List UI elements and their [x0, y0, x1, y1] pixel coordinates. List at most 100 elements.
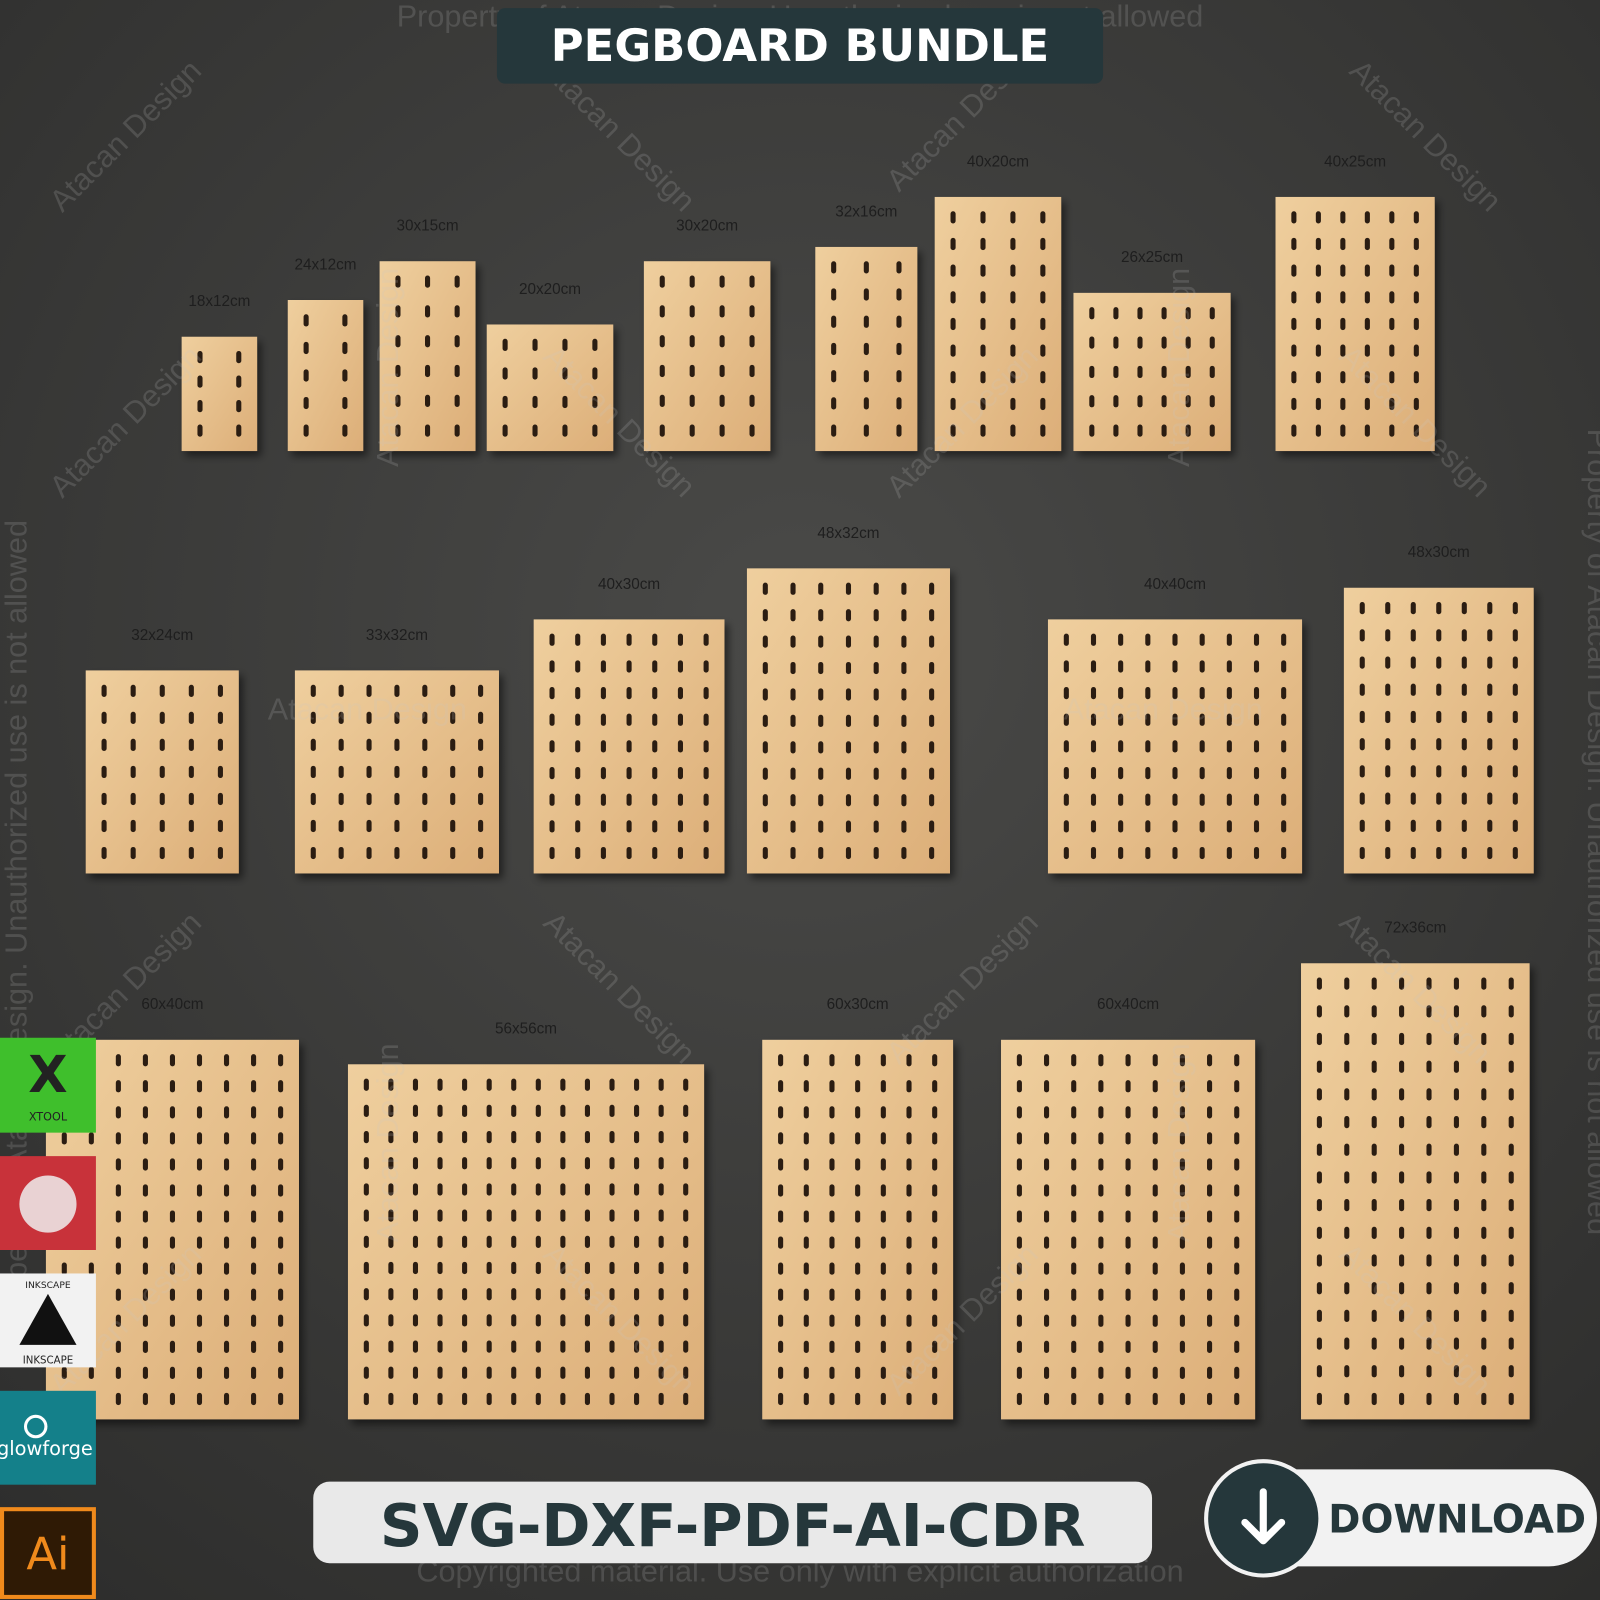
peg-slot: [1316, 1254, 1322, 1267]
peg-slot: [562, 367, 568, 380]
peg-slot: [338, 711, 344, 724]
peg-slot: [1364, 371, 1370, 384]
board: [379, 261, 476, 452]
board: [486, 324, 614, 452]
peg-slot: [1410, 792, 1416, 805]
peg-slot: [61, 1132, 67, 1145]
peg-slot: [626, 740, 632, 753]
peg-slot: [1044, 1366, 1050, 1380]
peg-slot: [61, 1366, 67, 1380]
board: [1001, 1039, 1256, 1420]
peg-slot: [1487, 683, 1493, 696]
peg-slot: [1399, 1088, 1405, 1101]
peg-slot: [1234, 1340, 1240, 1353]
peg-slot: [1010, 344, 1016, 357]
peg-slot: [188, 819, 194, 833]
peg-slot: [1145, 713, 1151, 726]
peg-slot: [450, 765, 456, 779]
peg-slot: [1113, 336, 1119, 349]
peg-slot: [1071, 1262, 1077, 1275]
peg-slot: [762, 582, 768, 595]
board: [934, 196, 1062, 452]
peg-slot: [1044, 1184, 1050, 1197]
peg-slot: [906, 1184, 912, 1197]
peg-slot: [1226, 633, 1232, 646]
peg-slot: [236, 400, 242, 413]
peg-slot: [338, 765, 344, 779]
peg-slot: [454, 335, 460, 348]
download-label[interactable]: DOWNLOAD: [1328, 1498, 1586, 1543]
peg-slot: [749, 424, 755, 437]
peg-slot: [1512, 656, 1518, 669]
peg-slot: [1316, 1171, 1322, 1184]
peg-slot: [1461, 602, 1467, 615]
peg-slot: [584, 1209, 590, 1222]
peg-slot: [1125, 1392, 1131, 1406]
board: [287, 300, 364, 452]
peg-slot: [584, 1078, 590, 1091]
peg-slot: [1098, 1054, 1104, 1067]
peg-slot: [1508, 1115, 1514, 1129]
peg-slot: [478, 684, 484, 697]
peg-slot: [437, 1261, 443, 1275]
peg-slot: [790, 582, 796, 595]
peg-slot: [1016, 1158, 1022, 1171]
peg-slot: [1179, 1262, 1185, 1275]
peg-slot: [1090, 740, 1097, 753]
peg-slot: [169, 1262, 175, 1275]
peg-slot: [159, 684, 165, 697]
peg-slot: [880, 1054, 886, 1067]
peg-slot: [873, 635, 879, 648]
peg-slot: [829, 1262, 835, 1275]
peg-slot: [677, 713, 683, 726]
peg-slot: [1044, 1314, 1050, 1327]
peg-slot: [363, 1104, 369, 1118]
peg-slot: [658, 1209, 664, 1222]
peg-slot: [462, 1157, 468, 1170]
peg-slot: [1436, 602, 1442, 615]
peg-slot: [831, 424, 837, 437]
peg-slot: [1316, 977, 1322, 990]
peg-slot: [412, 1183, 419, 1196]
peg-slot: [929, 688, 935, 701]
peg-slot: [236, 424, 242, 437]
peg-slot: [1010, 424, 1016, 437]
peg-slot: [1125, 1314, 1131, 1327]
peg-slot: [880, 1158, 886, 1171]
peg-slot: [1413, 317, 1419, 331]
peg-slot: [609, 1130, 615, 1144]
peg-slot: [1172, 740, 1178, 753]
peg-slot: [394, 846, 400, 860]
peg-slot: [1044, 1392, 1050, 1406]
peg-slot: [1040, 424, 1046, 437]
peg-slot: [1207, 1366, 1213, 1380]
peg-slot: [1508, 1337, 1514, 1350]
watermark-brand: Atacan Design: [1064, 692, 1263, 726]
peg-slot: [1315, 397, 1321, 411]
peg-slot: [575, 740, 581, 753]
download-button[interactable]: DOWNLOAD: [1204, 1459, 1597, 1578]
peg-slot: [1016, 1106, 1022, 1119]
peg-slot: [1453, 1032, 1459, 1046]
peg-slot: [1152, 1314, 1158, 1327]
peg-slot: [831, 315, 837, 328]
peg-slot: [486, 1366, 492, 1379]
peg-slot: [818, 609, 824, 622]
peg-slot: [450, 792, 456, 806]
peg-slot: [1399, 1115, 1405, 1129]
peg-slot: [412, 1261, 419, 1275]
peg-slot: [1071, 1106, 1077, 1119]
peg-slot: [251, 1288, 257, 1301]
peg-slot: [1487, 765, 1493, 778]
peg-slot: [652, 686, 658, 700]
peg-slot: [115, 1314, 121, 1327]
peg-slot: [829, 1132, 835, 1145]
peg-slot: [932, 1080, 938, 1093]
peg-slot: [906, 1106, 912, 1119]
peg-slot: [1436, 846, 1442, 860]
peg-slot: [683, 1340, 689, 1353]
peg-slot: [1436, 629, 1442, 642]
peg-slot: [980, 344, 986, 357]
peg-slot: [1461, 710, 1467, 724]
peg-slot: [1436, 683, 1442, 696]
